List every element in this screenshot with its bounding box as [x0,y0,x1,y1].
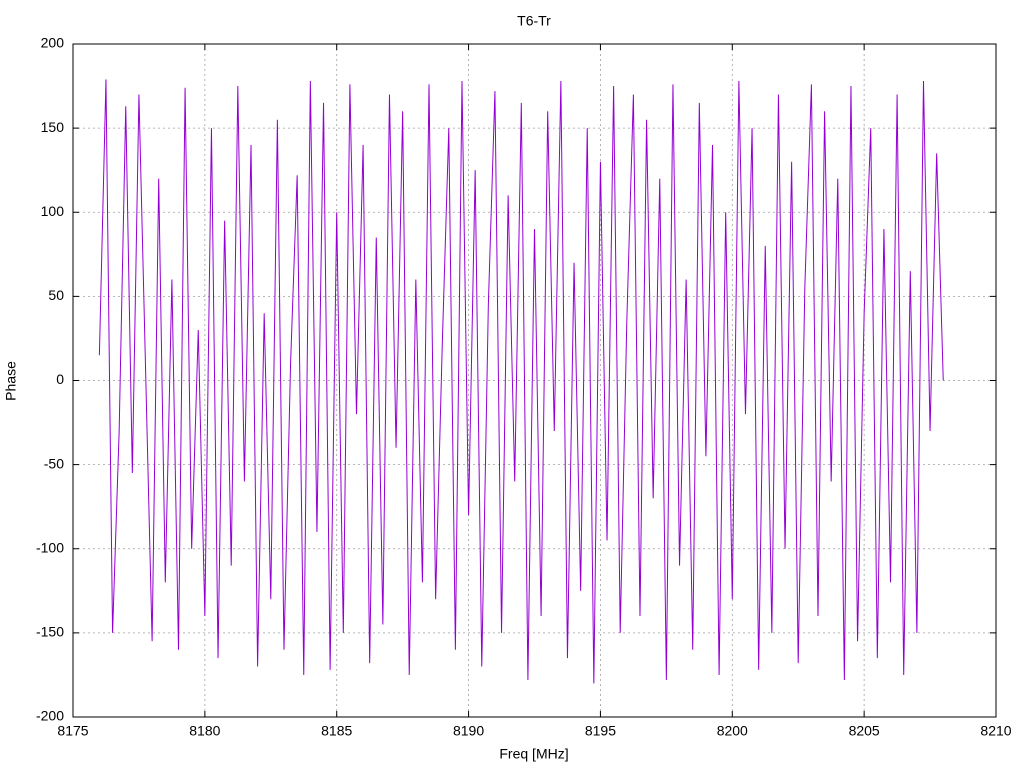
chart-title: T6-Tr [517,13,551,29]
x-tick-label: 8180 [189,723,220,739]
data-line [98,79,944,684]
y-tick-label: -50 [44,455,64,471]
x-tick-label: 8200 [717,723,748,739]
y-axis-label: Phase [3,361,19,401]
x-tick-label: 8205 [849,723,880,739]
y-tick-label: 50 [48,287,64,303]
y-tick-label: 200 [41,35,65,51]
plot-border [72,43,997,718]
x-tick-label: 8175 [57,723,88,739]
x-axis-label: Freq [MHz] [499,746,568,762]
y-tick-label: 150 [41,119,65,135]
x-tick-label: 8190 [453,723,484,739]
x-tick-label: 8185 [321,723,352,739]
y-tick-label: 0 [56,371,64,387]
x-tick-label: 8195 [585,723,616,739]
y-tick-label: 100 [41,203,65,219]
y-tick-label: -100 [36,539,64,555]
x-tick-label: 8210 [980,723,1011,739]
y-tick-label: -150 [36,624,64,640]
y-tick-label: -200 [36,708,64,724]
